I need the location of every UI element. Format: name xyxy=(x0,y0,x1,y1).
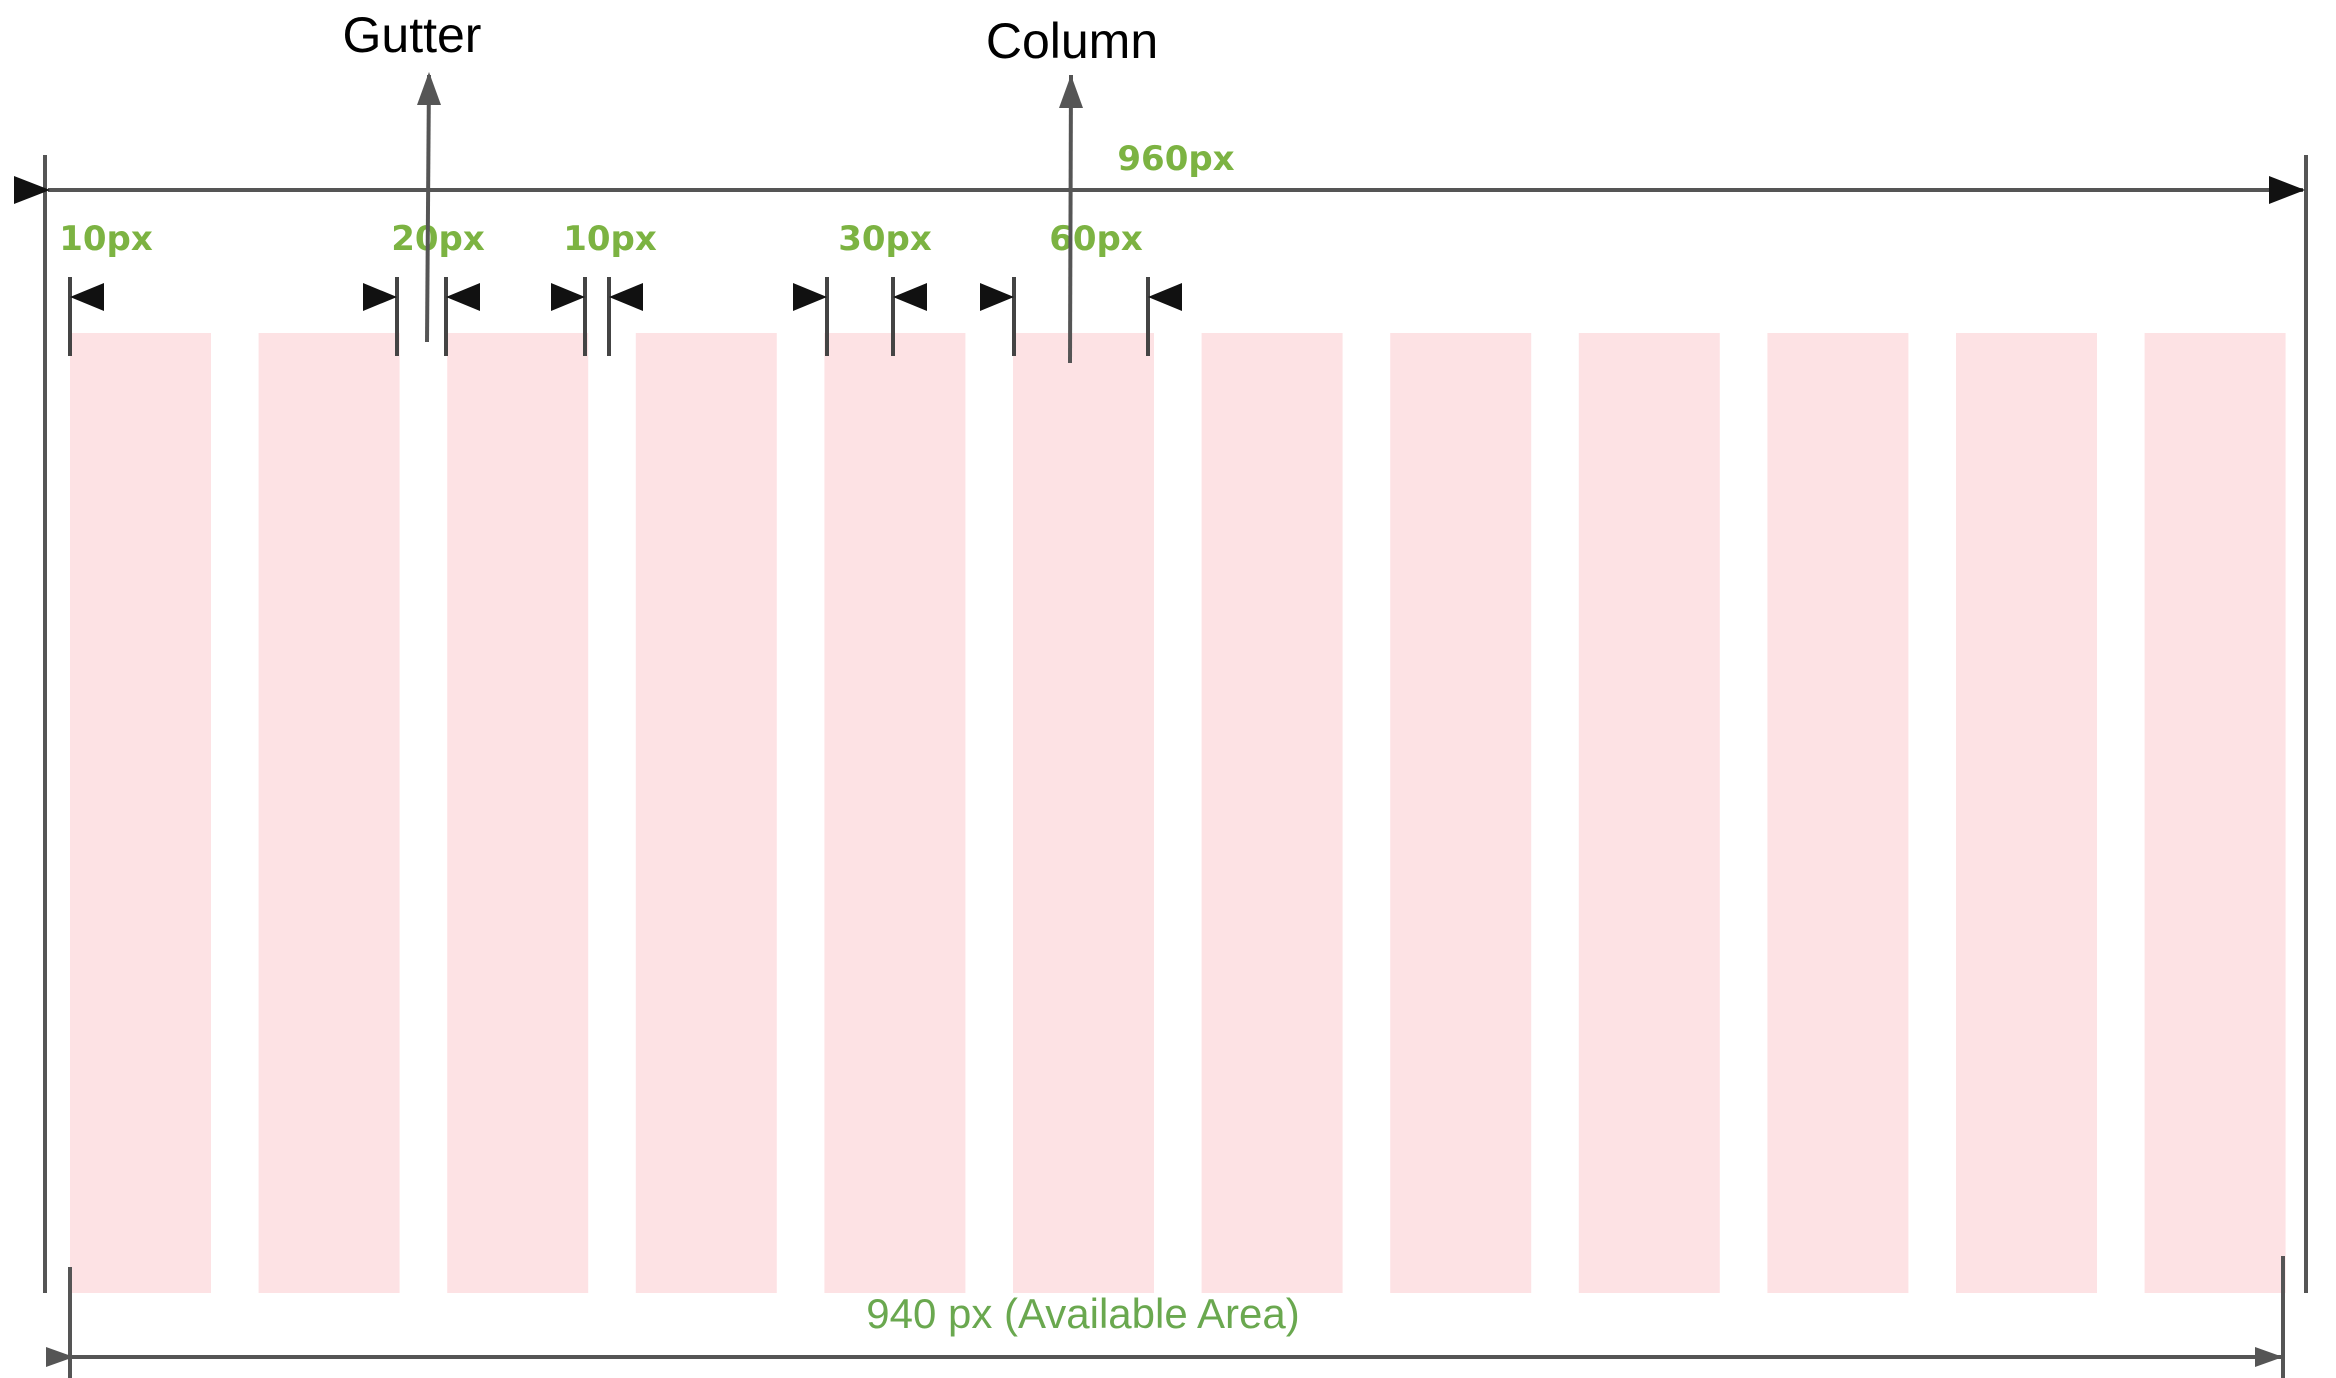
available-area-label: 940 px (Available Area) xyxy=(866,1290,1300,1337)
dimension-markers xyxy=(68,277,1182,356)
grid-column xyxy=(70,333,211,1293)
grid-column xyxy=(447,333,589,1293)
gutter-arrow xyxy=(425,74,431,343)
dimension-flag xyxy=(609,283,643,311)
grid-column xyxy=(2144,333,2286,1293)
dimension-flag xyxy=(893,283,927,311)
column-arrowhead xyxy=(1059,75,1083,108)
margin-inner-label: 10px xyxy=(563,219,657,259)
grid-column xyxy=(1578,333,1720,1293)
gutter-arrowhead xyxy=(417,72,441,105)
dimension-flag xyxy=(446,283,480,311)
grid-column xyxy=(1201,333,1343,1293)
dimension-flag xyxy=(1148,283,1182,311)
dimension-flag xyxy=(363,283,397,311)
offset-label: 30px xyxy=(838,219,932,259)
column-callout: Column xyxy=(986,13,1158,69)
grid-columns xyxy=(70,333,2286,1293)
dimension-flag xyxy=(980,283,1014,311)
dimension-flag xyxy=(793,283,827,311)
grid-column xyxy=(258,333,400,1293)
grid-column xyxy=(1956,333,2097,1293)
column-width-label: 60px xyxy=(1049,219,1143,259)
grid-column xyxy=(1767,333,1909,1293)
column-arrow xyxy=(1068,74,1073,364)
gutter-width-label: 20px xyxy=(391,219,485,259)
grid-column xyxy=(1013,333,1154,1293)
dimension-flag xyxy=(70,283,104,311)
total-width-label: 960px xyxy=(1117,139,1234,179)
grid-column xyxy=(635,333,777,1293)
dimension-flag xyxy=(551,283,585,311)
grid-column xyxy=(824,333,966,1293)
gutter-callout: Gutter xyxy=(343,7,482,63)
grid-column xyxy=(1390,333,1532,1293)
margin-left-label: 10px xyxy=(59,219,153,259)
